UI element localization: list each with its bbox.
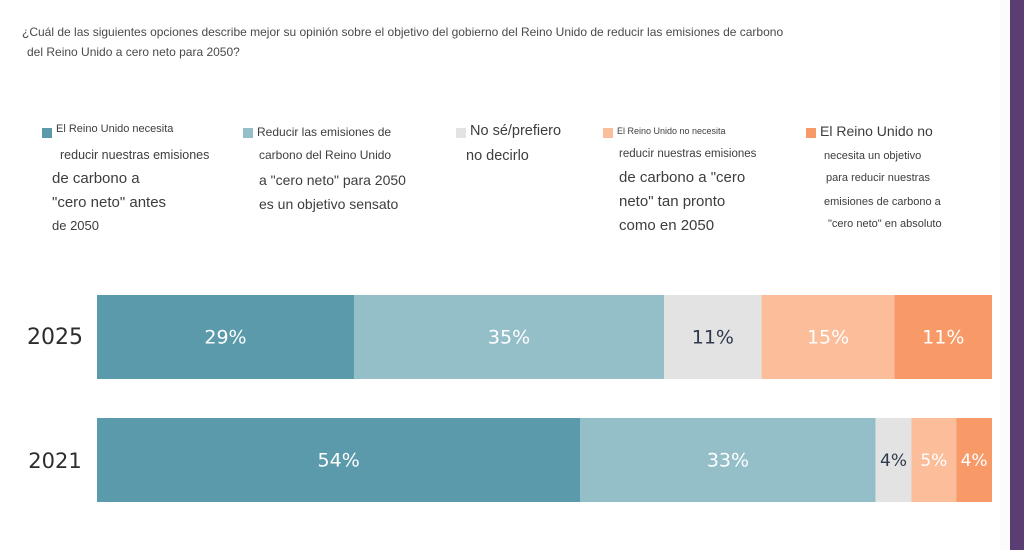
legend-swatch	[243, 128, 253, 138]
legend-swatch	[603, 128, 613, 138]
bar-segment-2025-2	[353, 295, 665, 379]
legend-item-5-line-1: El Reino Unido no	[820, 123, 933, 139]
legend-item-1-line-5: de 2050	[52, 218, 99, 233]
question-text: ¿Cuál de las siguientes opciones describ…	[22, 22, 922, 62]
legend-item-4-line-1: El Reino Unido no necesita	[617, 126, 726, 136]
data-label-2021-4: 5%	[920, 451, 947, 471]
legend-item-1-line-3: de carbono a	[52, 170, 140, 187]
legend-item-4-line-5: como en 2050	[619, 217, 715, 234]
legend-item-2-line-2: carbono del Reino Unido	[259, 148, 392, 162]
legend-item-5-line-5: "cero neto" en absoluto	[828, 218, 942, 230]
legend-item-1-line-2: reducir nuestras emisiones	[60, 148, 210, 162]
legend-item-2-line-1: Reducir las emisiones de	[257, 125, 392, 139]
legend: El Reino Unido necesita reducir nuestras …	[0, 118, 1000, 268]
data-label-2025-5: 11%	[922, 327, 964, 349]
bar-segment-2021-2	[580, 418, 876, 502]
legend-item-2-line-3: a "cero neto" para 2050	[259, 172, 406, 188]
data-label-2025-4: 15%	[807, 327, 849, 349]
legend-item-2-line-4: es un objetivo sensato	[259, 196, 399, 212]
data-label-2021-2: 33%	[707, 450, 749, 472]
legend-item-1-line-1: El Reino Unido necesita	[56, 123, 174, 135]
legend-swatch	[456, 128, 466, 138]
bar-segment-2021-3	[875, 418, 912, 502]
bar-segment-2025-4	[761, 295, 895, 379]
bar-segment-2025-5	[894, 295, 992, 379]
data-label-2025-3: 11%	[692, 327, 734, 349]
legend-item-3-line-1: No sé/prefiero	[470, 123, 562, 139]
question-line-1: ¿Cuál de las siguientes opciones describ…	[22, 25, 784, 39]
bar-segment-2025-1	[97, 295, 354, 379]
right-edge-light	[1000, 0, 1010, 550]
legend-item-4-line-4: neto" tan pronto	[619, 193, 726, 210]
data-label-2025-2: 35%	[488, 327, 530, 349]
bar-segment-2021-4	[911, 418, 957, 502]
question-line-2: del Reino Unido a cero neto para 2050?	[27, 45, 240, 59]
legend-item-5-line-3: para reducir nuestras	[826, 172, 930, 184]
data-label-2025-1: 29%	[204, 327, 246, 349]
legend-item-5-line-2: necesita un objetivo	[824, 150, 922, 162]
stacked-bar-chart: 2025 29% 35% 11% 15% 11% 2021 54% 33% 4% 5% 4%	[27, 295, 992, 502]
legend-item-4-line-2: reducir nuestras emisiones	[619, 148, 757, 160]
category-label-2021: 2021	[28, 449, 81, 473]
data-label-2021-1: 54%	[318, 450, 360, 472]
legend-swatch	[42, 128, 52, 138]
category-label-2025: 2025	[27, 325, 83, 350]
legend-item-3-line-2: no decirlo	[466, 148, 529, 164]
bar-segment-2021-5	[956, 418, 992, 502]
bar-segment-2021-1	[97, 418, 581, 502]
data-label-2021-3: 4%	[880, 451, 907, 471]
legend-item-1-line-4: "cero neto" antes	[52, 194, 167, 211]
legend-swatch	[806, 128, 816, 138]
right-edge-band	[1010, 0, 1024, 550]
legend-item-4-line-3: de carbono a "cero	[619, 169, 746, 186]
bar-segment-2025-3	[664, 295, 762, 379]
data-label-2021-5: 4%	[961, 451, 988, 471]
legend-item-5-line-4: emisiones de carbono a	[824, 196, 941, 208]
